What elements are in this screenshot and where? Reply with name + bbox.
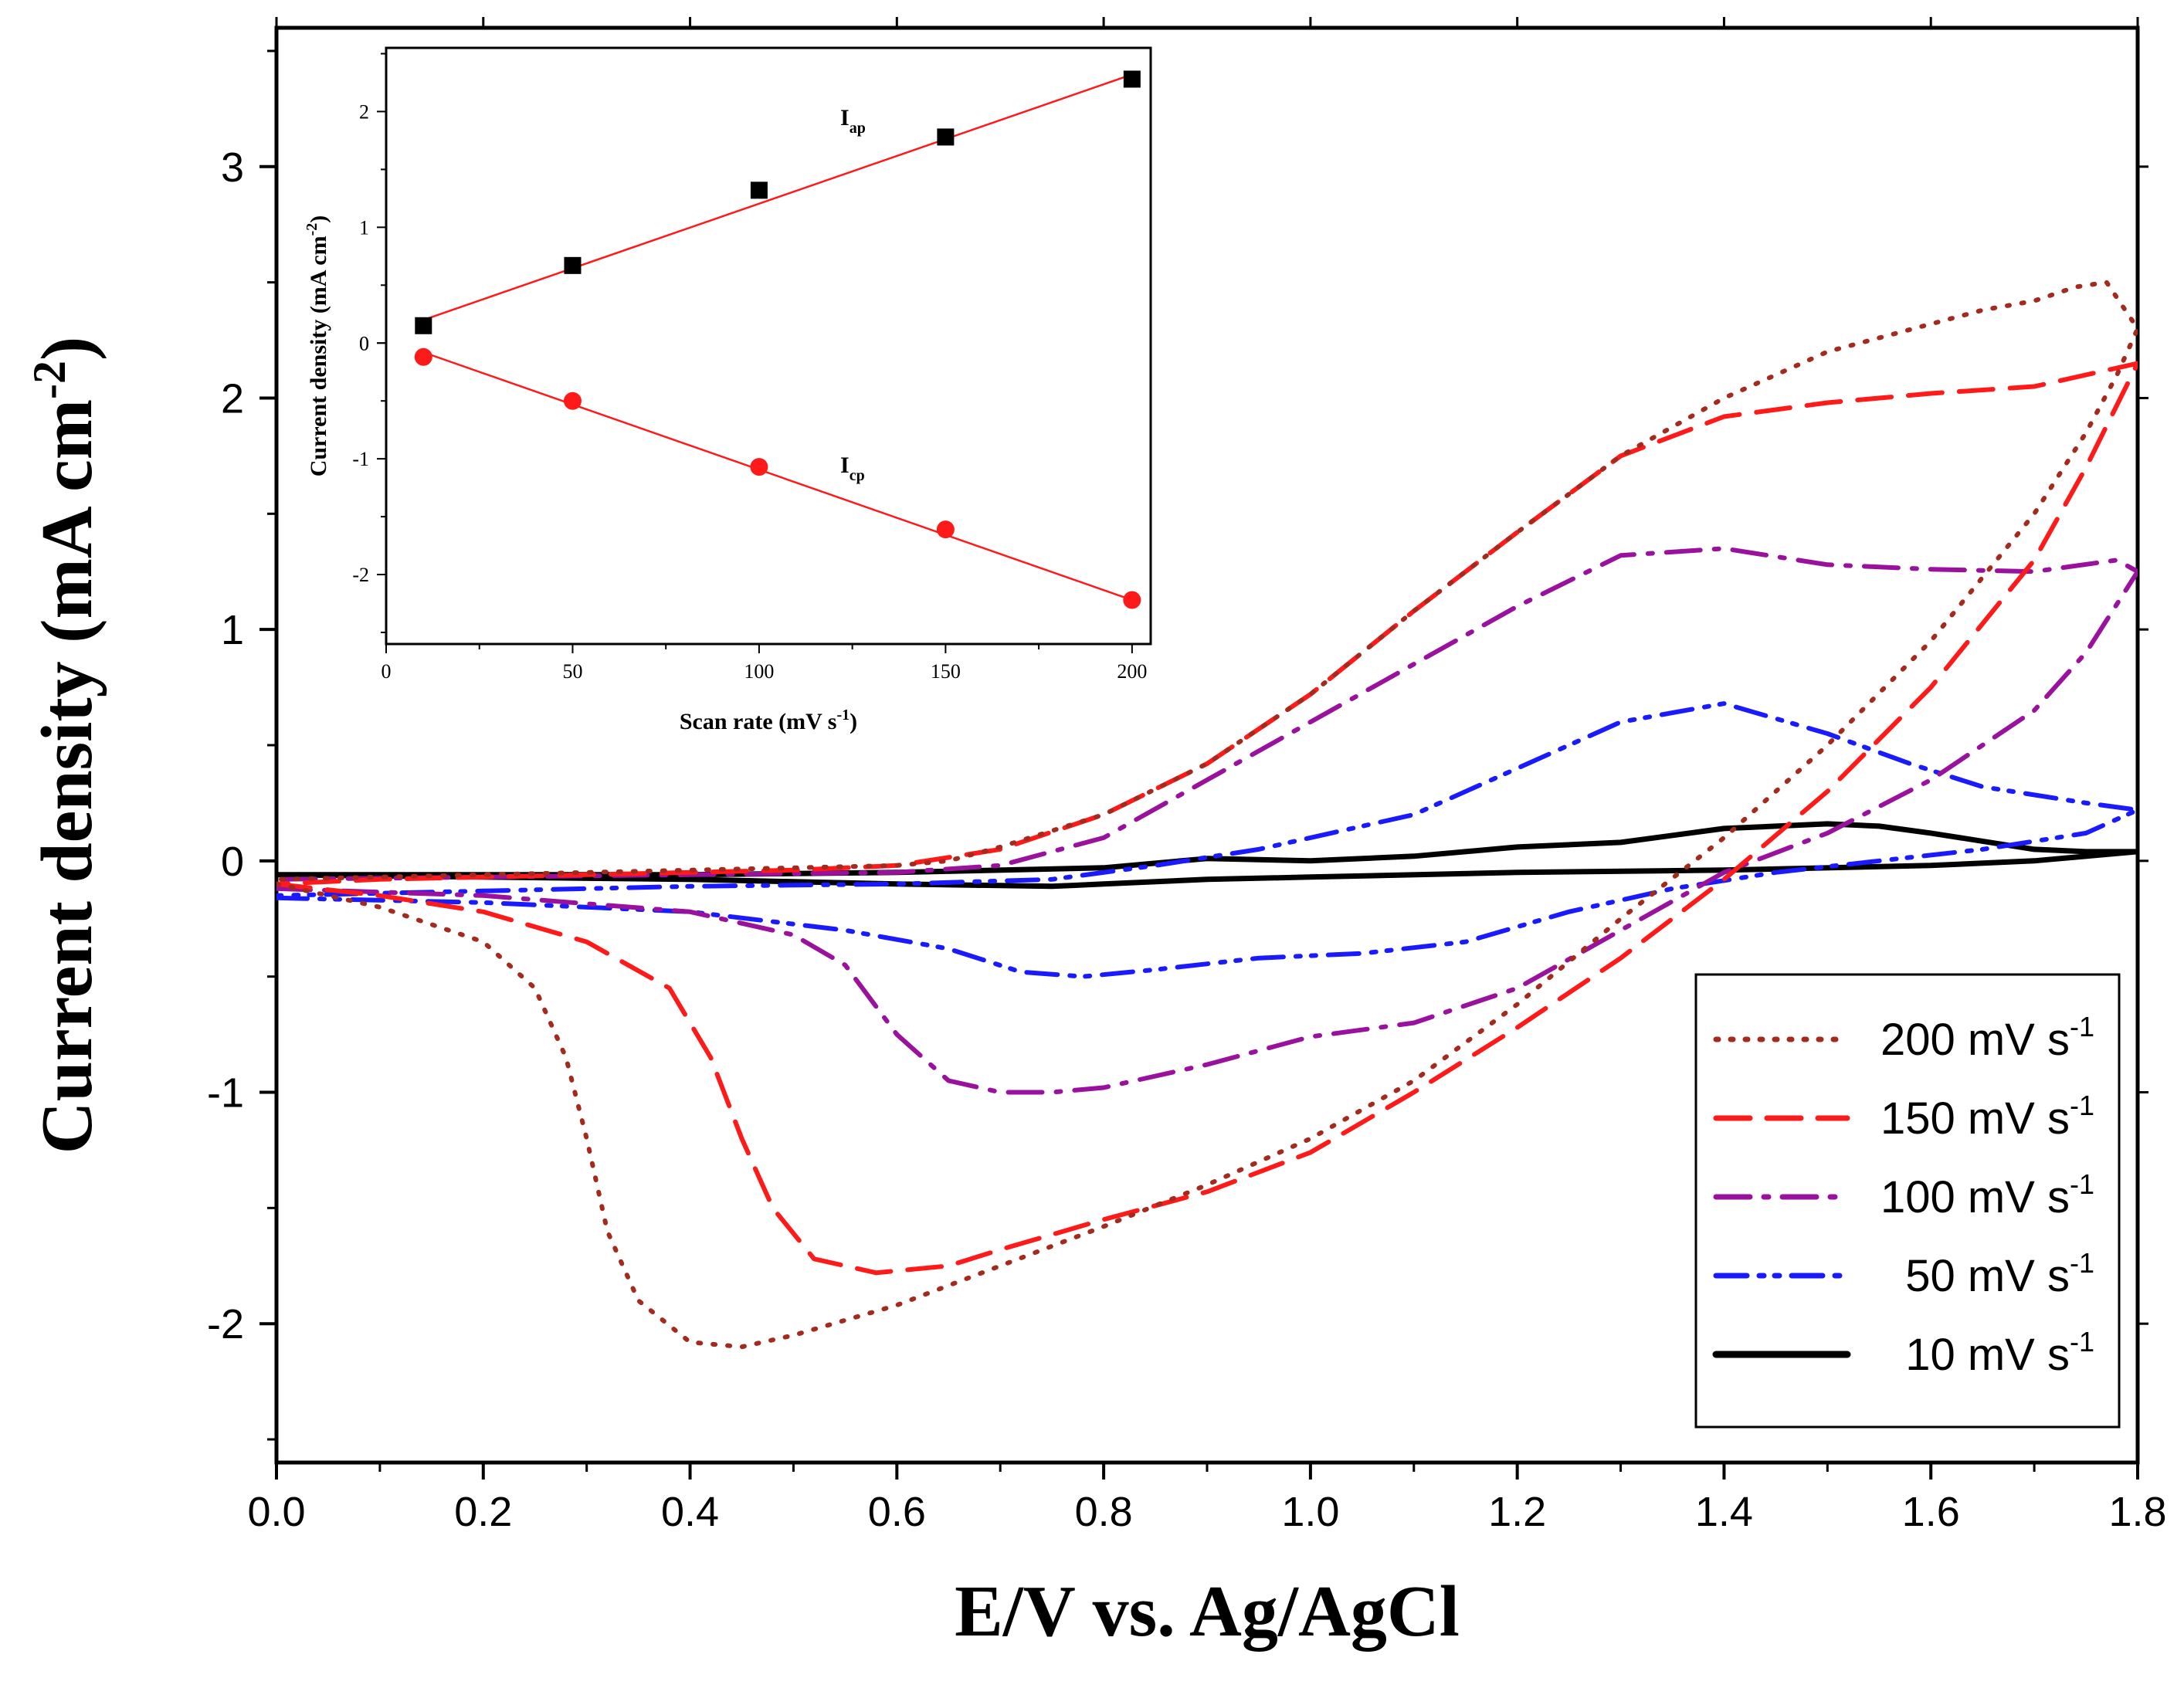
legend-label-main: 200 mV s <box>1880 1015 2070 1065</box>
x-tick-label: 1.4 <box>1695 1489 1753 1535</box>
inset-x-axis-title-main: Scan rate (mV s <box>680 709 837 734</box>
inset-x-tick-label: 100 <box>744 660 774 683</box>
inset-fit-line <box>422 73 1133 321</box>
inset-x-tick-label: 50 <box>562 660 582 683</box>
inset-point-iap <box>1123 70 1141 88</box>
y-tick-label: 2 <box>221 375 244 422</box>
y-tick-label: 1 <box>221 607 244 653</box>
inset-x-axis-title-sup: -1 <box>836 707 850 724</box>
y-tick-label: -1 <box>207 1070 244 1117</box>
inset-series-label: Icp <box>840 453 865 484</box>
x-tick-label: 0.0 <box>247 1489 305 1535</box>
legend-label-sup: -1 <box>2070 1168 2094 1200</box>
legend-label-main: 100 mV s <box>1880 1172 2070 1222</box>
inset-x-axis-title: Scan rate (mV s-1) <box>680 707 857 734</box>
inset-y-tick-label: 0 <box>359 332 369 354</box>
inset-x-tick-label: 0 <box>382 660 392 683</box>
x-axis-title: E/V vs. Ag/AgCl <box>955 1571 1460 1652</box>
inset-point-icp <box>414 347 432 366</box>
inset-point-icp <box>936 520 955 539</box>
legend-label-sup: -1 <box>2070 1326 2094 1358</box>
legend-label-sup: -1 <box>2070 1247 2094 1279</box>
inset-point-iap <box>937 128 955 146</box>
inset-point-icp <box>1123 591 1141 609</box>
inset-series-label: Iap <box>840 105 866 137</box>
inset-point-icp <box>563 392 582 410</box>
main-plot: 0.0 0.2 0.4 0.6 0.8 1.0 1.2 1.4 1.6 1.8 -2 -1 0 1 2 3 E/… <box>24 17 2167 1652</box>
inset-y-axis-title-sup: -2 <box>304 223 320 236</box>
legend-label: 50 mV s-1 <box>1905 1247 2094 1301</box>
legend-label-sup: -1 <box>2070 1011 2094 1042</box>
y-tick-label: -2 <box>207 1301 244 1347</box>
series-line-50-mv-s <box>276 701 2138 979</box>
legend-label-sup: -1 <box>2070 1090 2094 1121</box>
inset-fit-line <box>422 351 1133 602</box>
inset-x-tick-label: 200 <box>1117 660 1147 683</box>
inset-y-tick-label: -1 <box>352 448 369 470</box>
x-tick-label: 1.2 <box>1488 1489 1546 1535</box>
inset-point-iap <box>564 256 582 274</box>
legend-label: 100 mV s-1 <box>1880 1168 2094 1222</box>
inset-y-axis-title: Current density (mA cm-2) <box>304 215 331 477</box>
inset-x-tick-label: 150 <box>931 660 961 683</box>
x-tick-label: 0.8 <box>1075 1489 1133 1535</box>
legend-label-main: 150 mV s <box>1880 1093 2070 1144</box>
inset-x-axis-title-close: ) <box>850 709 857 734</box>
x-tick-label: 1.8 <box>2108 1489 2166 1535</box>
y-tick-label: 0 <box>221 839 244 885</box>
inset-series-label-main: I <box>840 105 850 131</box>
inset-series-label-main: I <box>840 453 850 478</box>
x-tick-label: 1.0 <box>1281 1489 1339 1535</box>
legend-label: 150 mV s-1 <box>1880 1090 2094 1144</box>
legend-label-main: 50 mV s <box>1905 1251 2070 1301</box>
inset-y-tick-label-zero: 0 <box>359 332 369 354</box>
y-axis-title-main: Current density (mA cm <box>27 399 107 1154</box>
inset-point-icp <box>750 458 768 476</box>
y-axis-title-sup: -2 <box>24 361 75 399</box>
x-tick-label: 1.6 <box>1902 1489 1960 1535</box>
legend-label-main: 10 mV s <box>1905 1330 2070 1380</box>
inset-series-label-sub: cp <box>850 467 865 484</box>
series-line-100-mv-s <box>276 546 2138 1095</box>
inset-frame <box>385 46 1152 646</box>
legend-label: 10 mV s-1 <box>1905 1326 2094 1380</box>
x-tick-label: 0.6 <box>868 1489 926 1535</box>
x-tick-label: 0.2 <box>454 1489 512 1535</box>
inset-y-axis-title-close: ) <box>306 215 331 223</box>
inset-point-iap <box>750 181 768 199</box>
x-tick-label: 0.4 <box>661 1489 719 1535</box>
y-tick-label: 3 <box>221 144 244 191</box>
y-axis-title: Current density (mA cm-2) <box>24 337 107 1154</box>
inset-y-tick-label: 1 <box>359 216 369 239</box>
inset-y-axis-title-main: Current density (mA cm <box>306 236 331 476</box>
series-group <box>276 280 2138 1350</box>
inset-y-tick-label: -2 <box>352 564 369 586</box>
inset-y-tick-label: 2 <box>359 100 369 123</box>
inset-point-iap <box>415 317 432 334</box>
y-axis-title-close: ) <box>27 337 107 361</box>
legend-label: 200 mV s-1 <box>1880 1011 2094 1065</box>
inset-series-label-sub: ap <box>850 120 866 137</box>
